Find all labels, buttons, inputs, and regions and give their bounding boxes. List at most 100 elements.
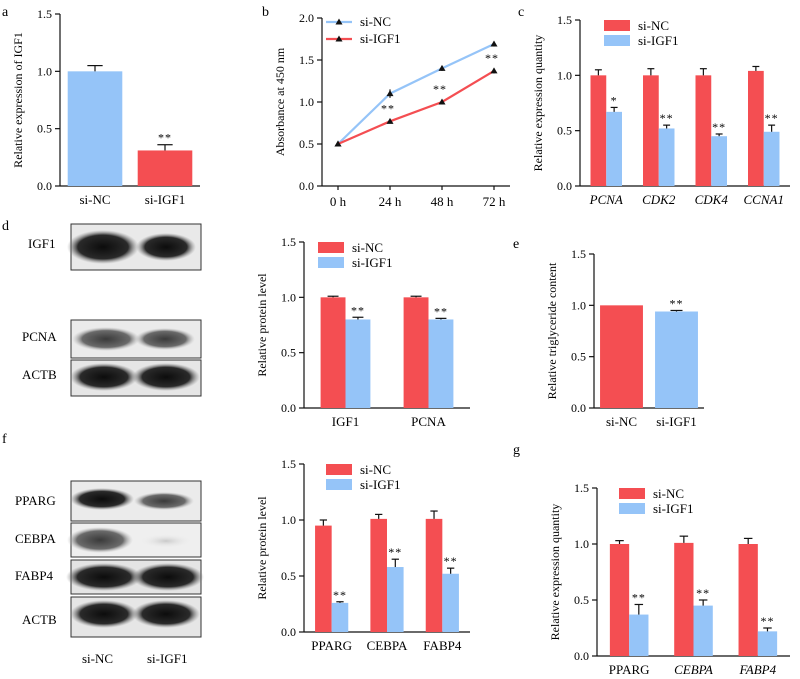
significance-mark: ** (760, 614, 774, 628)
blot-d-label-actb: ACTB (22, 367, 57, 382)
legend-label: si-NC (360, 14, 391, 29)
y-tick-label: 1.0 (574, 537, 589, 551)
y-tick-label: 0.0 (299, 179, 314, 193)
x-tick-label: 72 h (483, 194, 506, 209)
bar (655, 311, 698, 408)
significance-mark: ** (433, 82, 447, 96)
bar-si-nc (320, 297, 346, 408)
blot-f-band-pparg-nc (70, 488, 134, 510)
blot-f-lane-si-igf1: si-IGF1 (147, 651, 187, 666)
chart-c: 0.0 0.5 1.0 1.5 Relative expression quantity… (531, 13, 790, 207)
data-point (490, 40, 498, 47)
blot-f-lane-si-nc: si-NC (82, 651, 113, 666)
y-tick-label: 0.5 (37, 122, 52, 136)
data-point (386, 90, 394, 97)
x-category-label: PPARG (311, 638, 352, 653)
y-axis-title: Relative triglyceride content (545, 262, 559, 399)
y-tick-label: 1.0 (557, 68, 572, 82)
bar-si-nc (403, 297, 429, 408)
x-category-label: PCNA (589, 192, 623, 207)
bar-si-igf1 (345, 319, 371, 408)
bar-si-igf1 (606, 111, 622, 186)
x-category-label: CCNA1 (744, 192, 784, 207)
y-tick-label: 0.0 (281, 625, 296, 639)
data-point (334, 140, 342, 147)
y-axis-title: Relative expression quantity (548, 504, 562, 641)
significance-mark: ** (485, 51, 499, 65)
blot-f-band-cebpa-nc (67, 527, 133, 553)
bar-si-igf1 (763, 131, 780, 186)
significance-mark: ** (696, 586, 710, 600)
series-line-si-igf1 (337, 69, 495, 146)
blot-d-band-igf1-nc (67, 230, 139, 264)
x-category-label: FABP4 (739, 662, 777, 677)
bar-si-igf1 (428, 319, 454, 408)
legend-label: si-IGF1 (638, 33, 678, 48)
legend-marker (335, 35, 343, 42)
blot-f-band-actb-nc (70, 600, 138, 628)
significance-mark: ** (158, 131, 172, 145)
bar-si-nc (425, 518, 443, 632)
chart-a: 0.0 0.5 1.0 1.5 Relative expression of IGF1 s… (11, 7, 200, 207)
y-tick-label: 1.0 (37, 64, 52, 78)
blot-f-band-fabp4-nc (66, 563, 142, 591)
bar (67, 71, 123, 186)
y-tick-label: 0.0 (557, 179, 572, 193)
bar-si-nc (748, 70, 764, 186)
blot-d-band-pcna-si (135, 328, 195, 350)
blot-d-label-pcna: PCNA (22, 329, 57, 344)
x-category-label: PCNA (411, 414, 446, 429)
legend-marker (335, 18, 343, 25)
y-tick-label: 1.5 (281, 457, 296, 471)
blot-d-band-actb-nc (70, 363, 138, 391)
bar-si-nc (643, 75, 659, 186)
bar-si-nc (370, 518, 387, 632)
legend-label: si-NC (653, 486, 684, 501)
significance-mark: ** (632, 590, 646, 604)
y-tick-label: 0.5 (571, 350, 586, 364)
y-tick-label: 0.5 (299, 137, 314, 151)
x-category-label: CEBPA (674, 662, 713, 677)
bar-si-nc (315, 525, 332, 632)
y-tick-label: 0.0 (571, 401, 586, 415)
bar-si-nc (609, 544, 630, 656)
y-tick-label: 1.5 (557, 13, 572, 27)
blot-f-label-cebpa: CEBPA (15, 531, 56, 546)
blot-f-label-actb: ACTB (22, 612, 57, 627)
y-tick-label: 1.5 (574, 481, 589, 495)
bar-si-igf1 (331, 602, 349, 632)
significance-mark: * (611, 93, 618, 107)
bar-si-igf1 (711, 136, 727, 186)
legend-label: si-IGF1 (352, 255, 392, 270)
x-category-label: si-IGF1 (145, 192, 185, 207)
panel-letter-c: c (518, 5, 524, 20)
x-category-label: FABP4 (423, 638, 462, 653)
blot-f-band-actb-si (132, 600, 200, 628)
western-blot-f: PPARG CEBPA FABP4 ACTB si-NC si-IGF1 (15, 480, 204, 666)
y-tick-label: 0.0 (37, 179, 52, 193)
y-axis-title: Relative expression quantity (531, 35, 545, 172)
x-tick-label: 0 h (330, 194, 347, 209)
blot-f-band-pparg-si (134, 492, 194, 510)
blot-f-label-fabp4: FABP4 (15, 568, 54, 583)
y-tick-label: 0.0 (574, 649, 589, 663)
x-category-label: si-NC (79, 192, 110, 207)
y-tick-label: 0.0 (281, 401, 296, 415)
legend-swatch (604, 20, 630, 31)
y-tick-label: 1.0 (571, 298, 586, 312)
significance-mark: ** (381, 101, 395, 115)
bar-si-nc (590, 75, 607, 186)
series-line-si-nc (337, 43, 495, 145)
panel-letter-e: e (513, 237, 519, 252)
x-category-label: CDK2 (642, 192, 676, 207)
x-tick-label: 48 h (431, 194, 454, 209)
legend-swatch (604, 35, 630, 46)
y-tick-label: 0.5 (557, 124, 572, 138)
data-point (438, 64, 446, 71)
panel-letter-a: a (2, 5, 9, 20)
y-tick-label: 0.5 (574, 593, 589, 607)
y-tick-label: 1.5 (281, 235, 296, 249)
chart-f: 0.0 0.5 1.0 1.5 Relative protein level ** PPAR… (255, 457, 470, 653)
bar-si-nc (695, 75, 712, 186)
